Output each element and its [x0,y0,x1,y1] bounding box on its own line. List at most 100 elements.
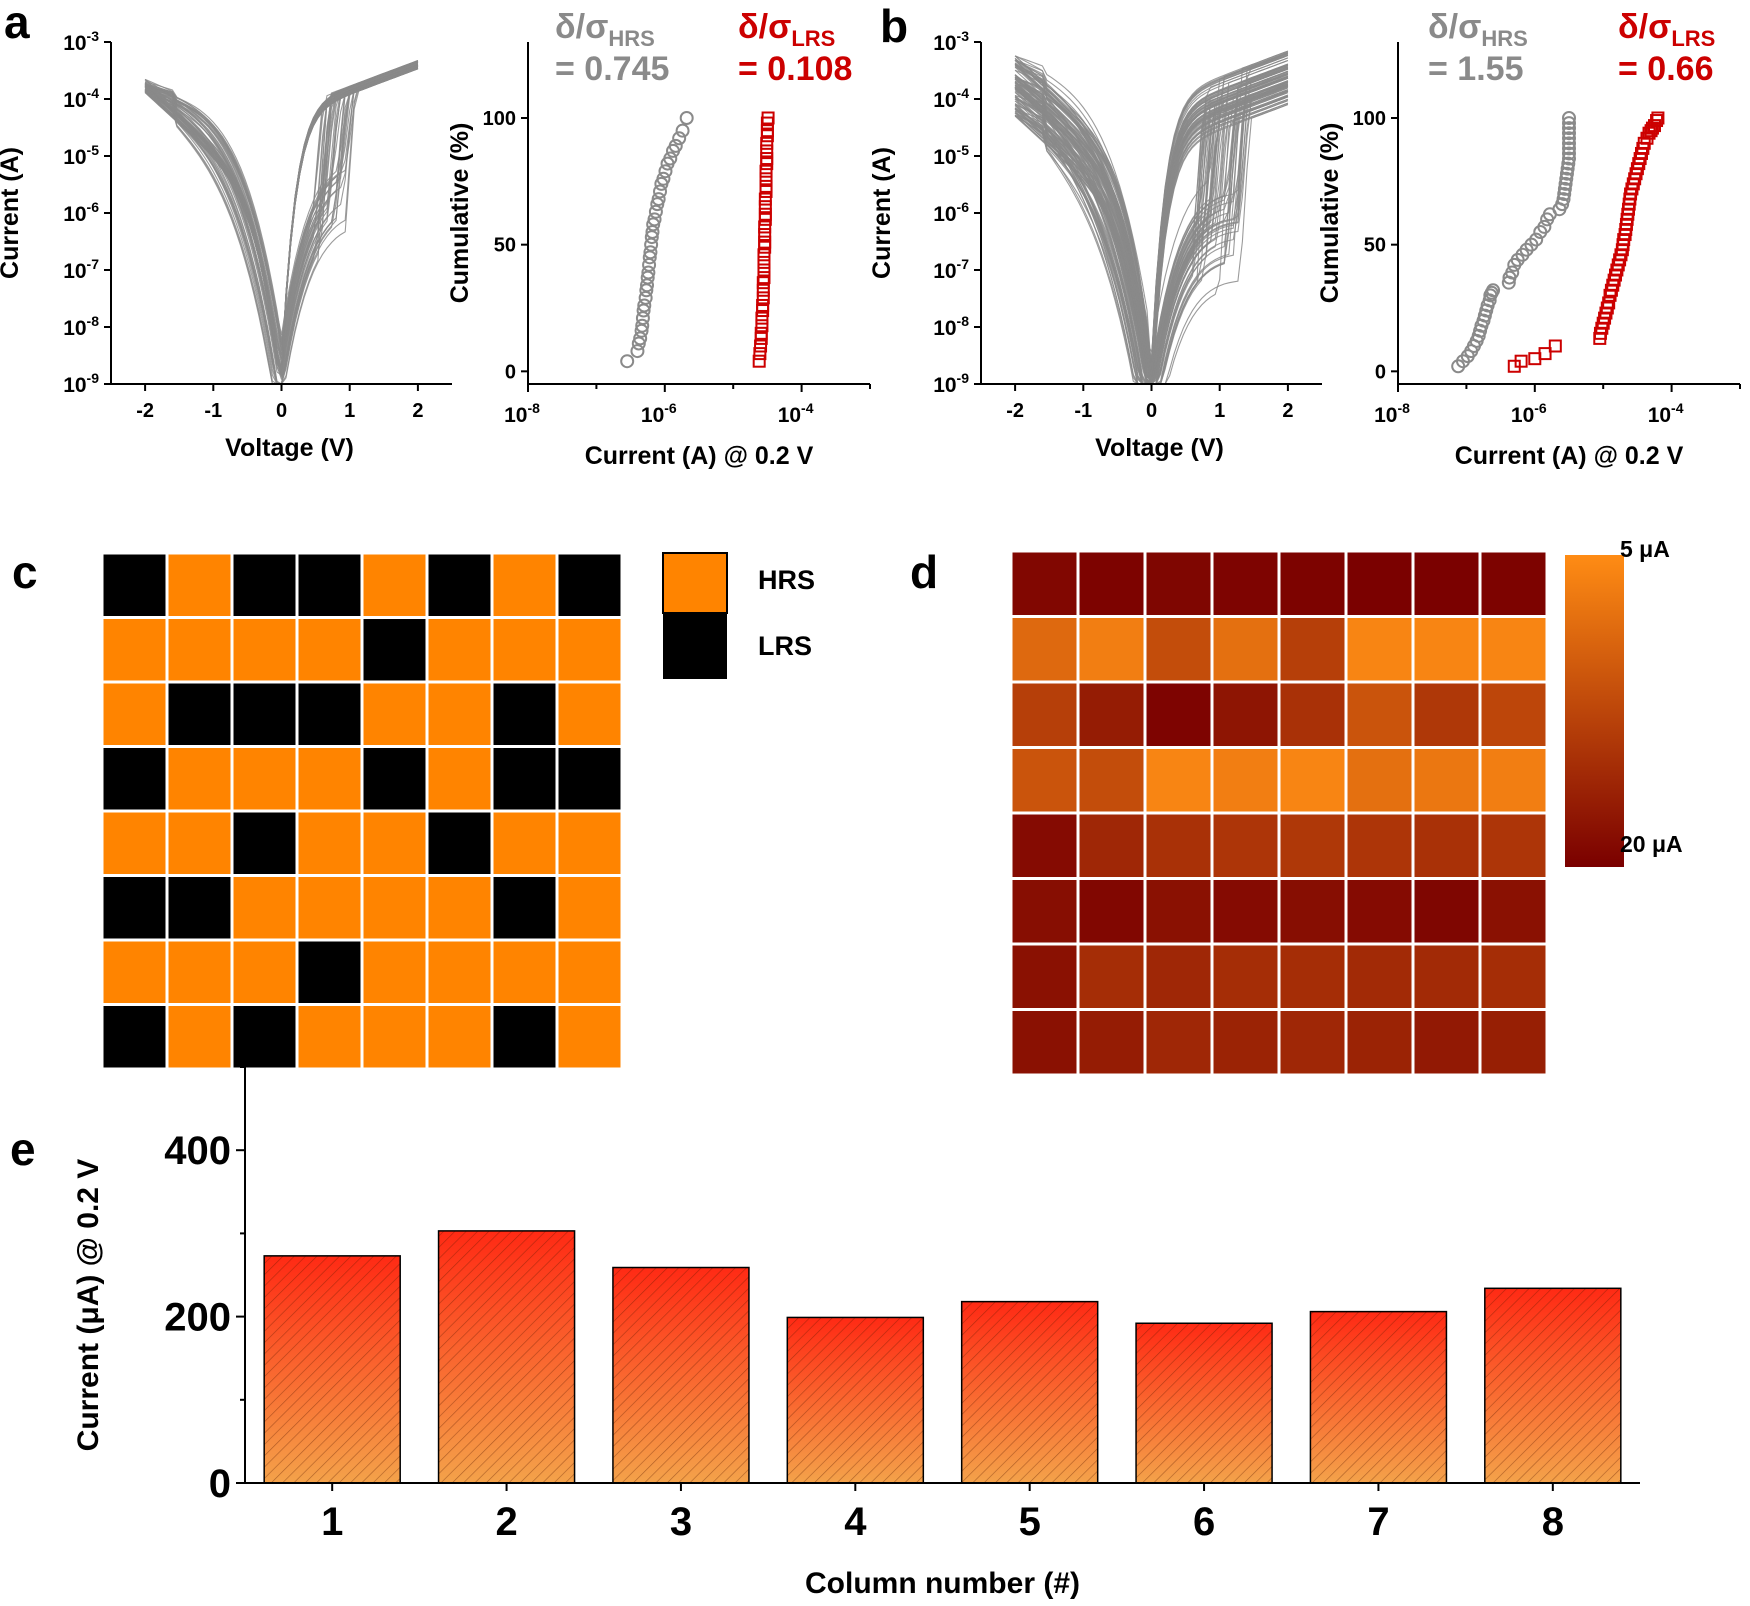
cdf-x-axis-label: Current (A) @ 0.2 V [585,442,814,470]
annotation-lrs-ratio: δ/σLRS [738,8,835,51]
point-lrs [754,339,768,353]
point-hrs [641,265,656,280]
state-cell-hrs [555,616,624,684]
state-cell-hrs [490,551,559,619]
point-lrs [1514,354,1528,368]
x-tick-label: 10-8 [504,400,540,427]
x-tick-label: -1 [1074,400,1092,422]
colorbar-bottom-label: 20 μA [1620,831,1683,857]
point-hrs [1562,121,1576,136]
point-hrs [668,138,683,153]
current-cell [1277,942,1348,1011]
point-hrs [647,212,662,227]
annotation-lrs-ratio: δ/σLRS [1618,8,1715,51]
point-lrs [758,207,772,221]
point-lrs [760,136,774,150]
annotation-hrs-value: = 0.745 [555,50,669,88]
current-cell [1076,811,1147,880]
iv-curve-lrs [144,67,419,376]
y-tick-label: 10-6 [933,199,969,226]
x-tick-label: 0 [1146,400,1157,422]
bar-hatch [786,1316,925,1484]
point-lrs [756,298,770,312]
x-tick-label: 0 [276,400,287,422]
state-cell-lrs [100,551,169,619]
current-cell [1143,746,1214,815]
point-lrs [1651,111,1665,125]
point-hrs [1537,219,1552,234]
x-tick-label: 2 [412,400,423,422]
current-cell [1277,811,1348,880]
iv-curve-lrs [144,60,419,370]
current-map-cells [1009,549,1549,1077]
iv-curves [1014,50,1289,387]
point-hrs [1556,192,1571,207]
iv-curve-lrs [144,61,419,370]
current-cell [1277,680,1348,749]
state-cell-hrs [295,616,364,684]
state-cell-hrs [490,809,559,877]
y-tick-label: 10-3 [933,28,969,55]
point-lrs [755,319,769,333]
point-hrs [1561,156,1576,171]
current-cell [1143,942,1214,1011]
x-tick-label: 10-4 [778,400,814,427]
state-cell-hrs [295,745,364,813]
current-cell [1076,549,1147,618]
annotation-hrs-value: = 1.55 [1428,50,1523,88]
current-cell [1009,746,1080,815]
cdf-points [1451,111,1665,374]
current-cell [1478,877,1549,946]
state-cell-hrs [295,1003,364,1071]
current-cell [1076,942,1147,1011]
current-cell [1143,811,1214,880]
point-lrs [757,263,771,277]
iv-curve-hrs [144,62,419,360]
point-lrs [757,271,771,285]
current-cell [1411,1008,1482,1077]
bar-hatch [263,1255,401,1484]
point-lrs [756,291,770,305]
point-lrs [759,179,773,193]
state-cell-hrs [425,680,494,748]
state-cell-lrs [230,680,299,748]
current-cell [1143,1008,1214,1077]
x-tick-label: 2 [1282,400,1293,422]
current-cell [1344,549,1415,618]
point-lrs [761,111,775,125]
current-cell [1210,811,1281,880]
state-cell-hrs [425,874,494,942]
iv-curve-lrs [144,60,419,370]
current-cell [1277,746,1348,815]
iv-x-axis-label: Voltage (V) [225,434,354,462]
state-cell-hrs [425,938,494,1006]
current-cell [1009,1008,1080,1077]
point-hrs [1559,171,1574,186]
current-cell [1277,1008,1348,1077]
state-cell-hrs [165,745,234,813]
annotation-lrs-value: = 0.108 [738,50,852,88]
current-cell [1344,746,1415,815]
state-cell-lrs [490,874,559,942]
panel-d-current-map: 5 μA 20 μA [1009,536,1683,1077]
point-hrs [672,131,687,146]
current-cell [1478,746,1549,815]
point-hrs [1559,166,1574,181]
current-cell [1009,549,1080,618]
current-cell [1277,615,1348,684]
legend-swatch-hrs [662,552,728,614]
state-cell-hrs [165,551,234,619]
state-cell-lrs [230,809,299,877]
point-hrs [1529,232,1544,247]
point-lrs [757,248,771,262]
current-cell [1411,877,1482,946]
state-cell-hrs [360,938,429,1006]
state-cell-lrs [490,745,559,813]
iv-curve-lrs [144,67,419,376]
current-cell [1478,615,1549,684]
point-lrs [756,283,770,297]
x-tick-label: 1 [1214,400,1225,422]
y-tick-label: 10-7 [933,256,969,283]
state-cell-hrs [230,616,299,684]
current-cell [1478,680,1549,749]
